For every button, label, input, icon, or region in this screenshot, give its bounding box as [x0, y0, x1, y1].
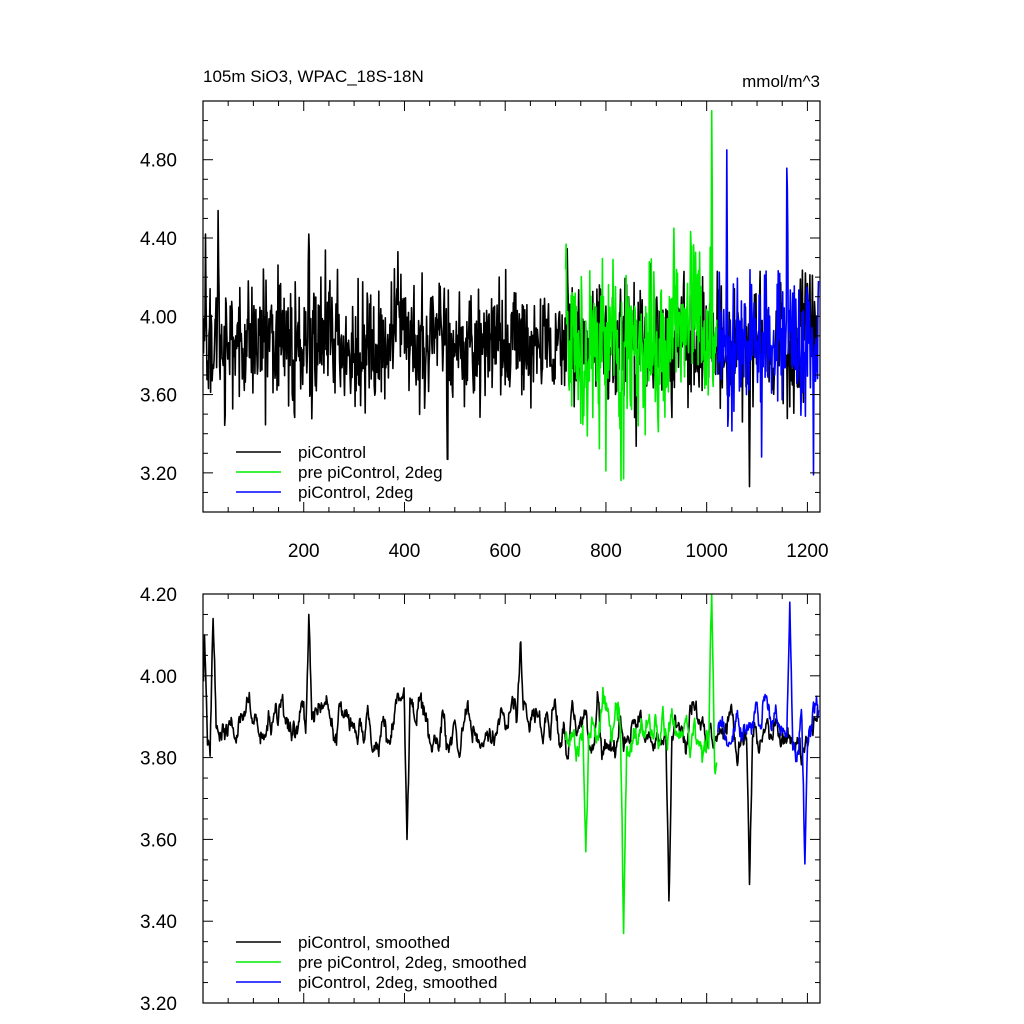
top-panel-units: mmol/m^3	[742, 72, 820, 91]
legend-label: piControl, 2deg	[298, 483, 413, 502]
series-line-2	[564, 110, 718, 482]
plot-frame	[202, 593, 821, 1004]
x-tick-label: 800	[590, 541, 622, 562]
y-tick-label: 3.20	[140, 464, 177, 485]
legend-label: piControl, 2deg, smoothed	[298, 973, 497, 992]
y-tick-label: 3.60	[140, 386, 177, 407]
legend-label: pre piControl, 2deg	[298, 463, 443, 482]
top-panel-title: 105m SiO3, WPAC_18S-18N	[203, 67, 424, 86]
x-tick-label: 600	[489, 541, 521, 562]
bottom-axes: 3.20 3.40 3.60 3.80 4.00 4.20	[140, 585, 821, 1015]
y-tick-label: 3.60	[140, 830, 177, 851]
y-tick-label: 4.00	[140, 307, 177, 328]
y-tick-label: 4.40	[140, 229, 177, 250]
y-tick-label: 4.20	[140, 585, 177, 606]
y-tick-label: 3.40	[140, 912, 177, 933]
series-line-3	[717, 601, 820, 865]
top-axes: 200 400 600 800 1000 1200 3.20 3.60 4.00 4.40 4.80	[140, 100, 829, 562]
y-tick-label: 3.80	[140, 749, 177, 770]
y-tick-label: 4.80	[140, 151, 177, 172]
x-tick-label: 1200	[786, 541, 828, 562]
top-plot-area	[203, 110, 820, 488]
plot-frame	[202, 100, 821, 513]
x-tick-label: 1000	[686, 541, 728, 562]
bottom-plot-area	[203, 594, 820, 935]
series-line-3	[717, 149, 820, 476]
legend-label: piControl, smoothed	[298, 933, 450, 952]
bottom-panel: 3.20 3.40 3.60 3.80 4.00 4.20 piControl, smoo…	[140, 585, 821, 1015]
legend-label: pre piControl, 2deg, smoothed	[298, 953, 527, 972]
y-tick-label: 3.20	[140, 994, 177, 1015]
y-tick-label: 4.00	[140, 667, 177, 688]
series-line-1	[203, 613, 819, 902]
top-panel: 105m SiO3, WPAC_18S-18N mmol/m^3 200 400 6…	[140, 67, 829, 562]
x-tick-label: 200	[288, 541, 320, 562]
legend-label: piControl	[298, 443, 366, 462]
x-tick-label: 400	[389, 541, 421, 562]
series-line-2	[564, 594, 718, 935]
